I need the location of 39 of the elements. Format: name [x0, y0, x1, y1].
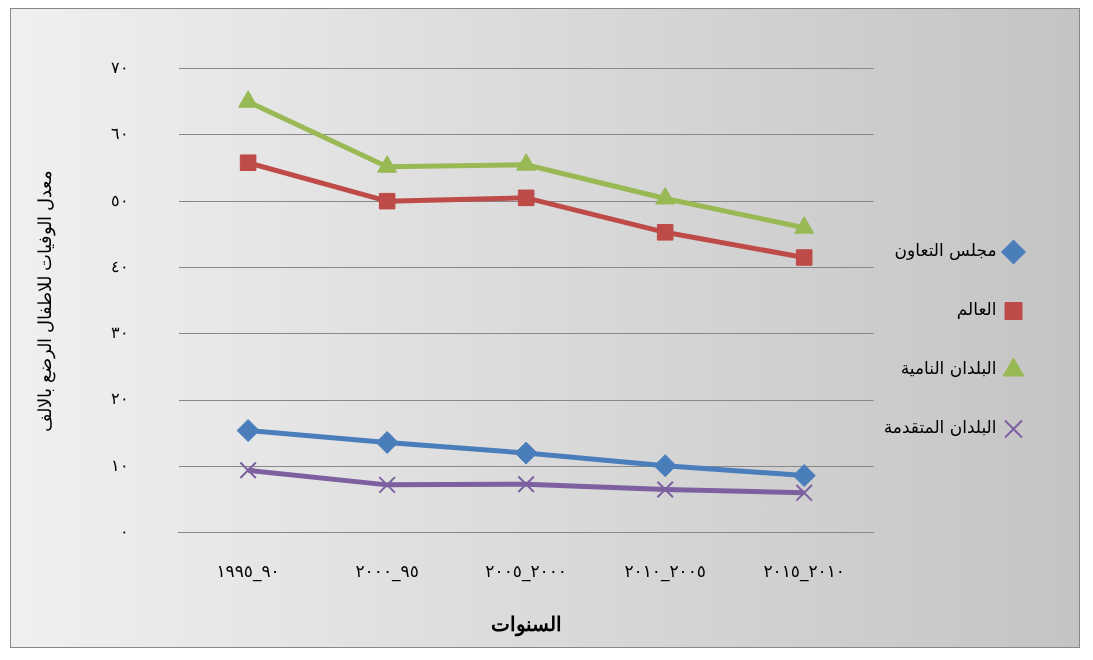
- point: [238, 90, 259, 108]
- y-tick-label: ٦٠: [110, 125, 129, 143]
- y-axis-title: معدل الوفيات للاطفال الرضع بالالف: [34, 169, 56, 432]
- point: [655, 187, 676, 205]
- x-tick-label: ٢٠٠٥_٢٠١٠: [624, 561, 706, 583]
- point: [794, 216, 815, 234]
- point: [656, 224, 674, 241]
- point: [517, 475, 535, 493]
- x-tick-label: ٩٥_٢٠٠٠: [355, 561, 419, 583]
- point: [792, 464, 816, 488]
- point: [517, 189, 535, 207]
- y-tick-label: ١٠: [110, 456, 129, 474]
- point: [514, 441, 538, 465]
- y-tick-label: ٥٠: [110, 191, 129, 209]
- point: [236, 419, 260, 443]
- legend-label: البلدان النامية: [900, 358, 997, 379]
- x-tick-label: ٢٠٠٠_٢٠٠٥: [485, 561, 567, 583]
- point: [656, 480, 674, 499]
- point: [795, 249, 813, 266]
- x-axis-title: السنوات: [490, 612, 562, 637]
- legend-label: العالم: [956, 299, 997, 321]
- y-tick-label: ٤٠: [110, 257, 129, 275]
- point: [375, 430, 399, 454]
- point: [378, 192, 396, 210]
- y-tick-label: ٣٠: [110, 324, 129, 342]
- point: [795, 484, 813, 502]
- point: [239, 461, 257, 480]
- y-tick-label: ٧٠: [110, 59, 129, 77]
- legend-label: مجلس التعاون: [894, 240, 997, 261]
- point: [377, 155, 398, 173]
- point: [653, 454, 677, 478]
- legend-label: البلدان المتقدمة: [883, 417, 997, 438]
- x-tick-label: ٢٠١٠_٢٠١٥: [763, 561, 845, 583]
- point: [516, 153, 537, 171]
- point: [239, 154, 257, 171]
- point: [378, 476, 396, 494]
- y-tick-label: ٠: [119, 523, 129, 541]
- y-tick-label: ٢٠: [110, 390, 129, 408]
- x-tick-label: ٩٠_١٩٩٥: [216, 561, 280, 583]
